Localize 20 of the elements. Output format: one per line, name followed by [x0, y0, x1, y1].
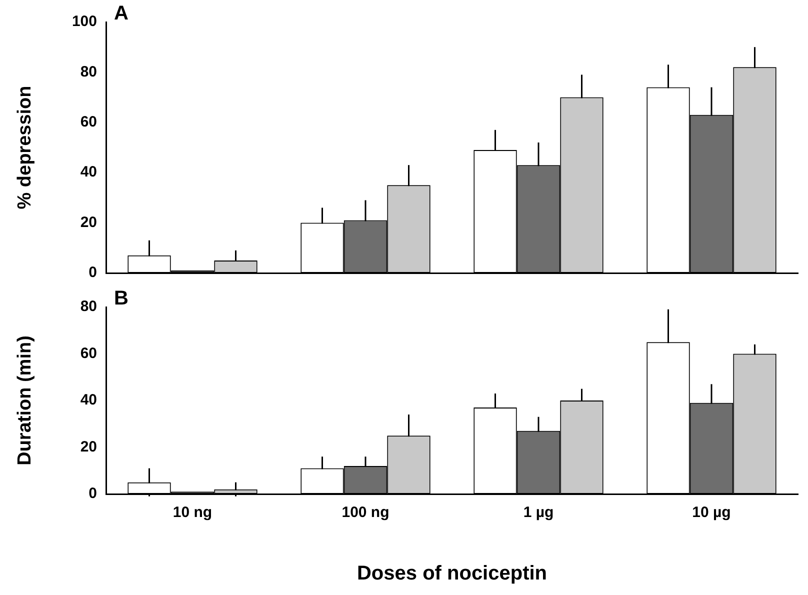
x-tick-label: 1 µg — [523, 504, 554, 522]
y-tick-label: 100 — [72, 13, 97, 30]
y-tick-label: 60 — [80, 114, 97, 131]
y-tick-label: 80 — [80, 63, 97, 80]
y-tick-label: 60 — [80, 344, 97, 362]
y-axis-title: % depression — [14, 86, 36, 210]
y-tick-label: 80 — [80, 298, 97, 316]
chart-title: A — [114, 2, 128, 25]
y-tick-label: 20 — [80, 438, 97, 456]
x-tick-label: 10 µg — [692, 504, 731, 522]
chart-title: B — [114, 288, 128, 310]
y-tick-label: 0 — [88, 485, 97, 502]
x-tick-label: 100 ng — [342, 504, 390, 522]
y-axis-title: Duration (min) — [14, 336, 36, 466]
y-tick-label: 0 — [88, 264, 97, 282]
y-tick-label: 40 — [80, 392, 97, 409]
y-tick-label: 20 — [80, 214, 97, 231]
y-tick-label: 40 — [80, 164, 97, 181]
x-tick-label: 10 ng — [172, 504, 212, 522]
x-axis-title: Doses of nociceptin — [356, 562, 548, 585]
